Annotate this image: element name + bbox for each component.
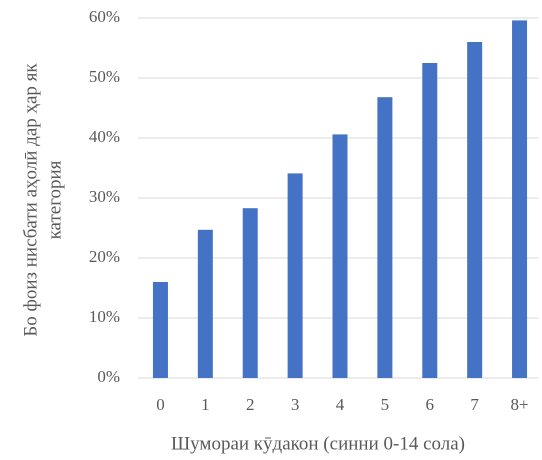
x-tick-label: 3 xyxy=(291,395,300,414)
y-tick-label: 50% xyxy=(89,67,120,86)
bar xyxy=(422,63,438,378)
x-tick-label: 6 xyxy=(426,395,435,414)
bar xyxy=(467,42,483,378)
x-tick-label: 8+ xyxy=(511,395,529,414)
x-tick-label: 5 xyxy=(381,395,390,414)
y-tick-label: 20% xyxy=(89,247,120,266)
y-tick-label: 0% xyxy=(97,367,120,386)
x-tick-label: 1 xyxy=(201,395,210,414)
x-tick-label: 2 xyxy=(246,395,255,414)
y-tick-label: 60% xyxy=(89,7,120,26)
bar xyxy=(152,282,168,378)
bar xyxy=(332,134,348,378)
x-tick-label: 7 xyxy=(470,395,479,414)
y-tick-label: 10% xyxy=(89,307,120,326)
bar xyxy=(287,173,303,378)
bar xyxy=(377,97,393,378)
bar xyxy=(242,208,258,378)
x-tick-label: 4 xyxy=(336,395,345,414)
x-tick-label: 0 xyxy=(156,395,165,414)
y-axis-title: категория xyxy=(44,160,65,239)
bar xyxy=(512,20,528,379)
y-tick-label: 30% xyxy=(89,187,120,206)
y-axis-title: Бо фоиз нисбати аҳолӣ дар ҳар як xyxy=(20,63,41,337)
x-axis-title: Шумораи кӯдакон (синни 0-14 сола) xyxy=(171,433,465,454)
bar xyxy=(197,229,213,378)
y-tick-label: 40% xyxy=(89,127,120,146)
